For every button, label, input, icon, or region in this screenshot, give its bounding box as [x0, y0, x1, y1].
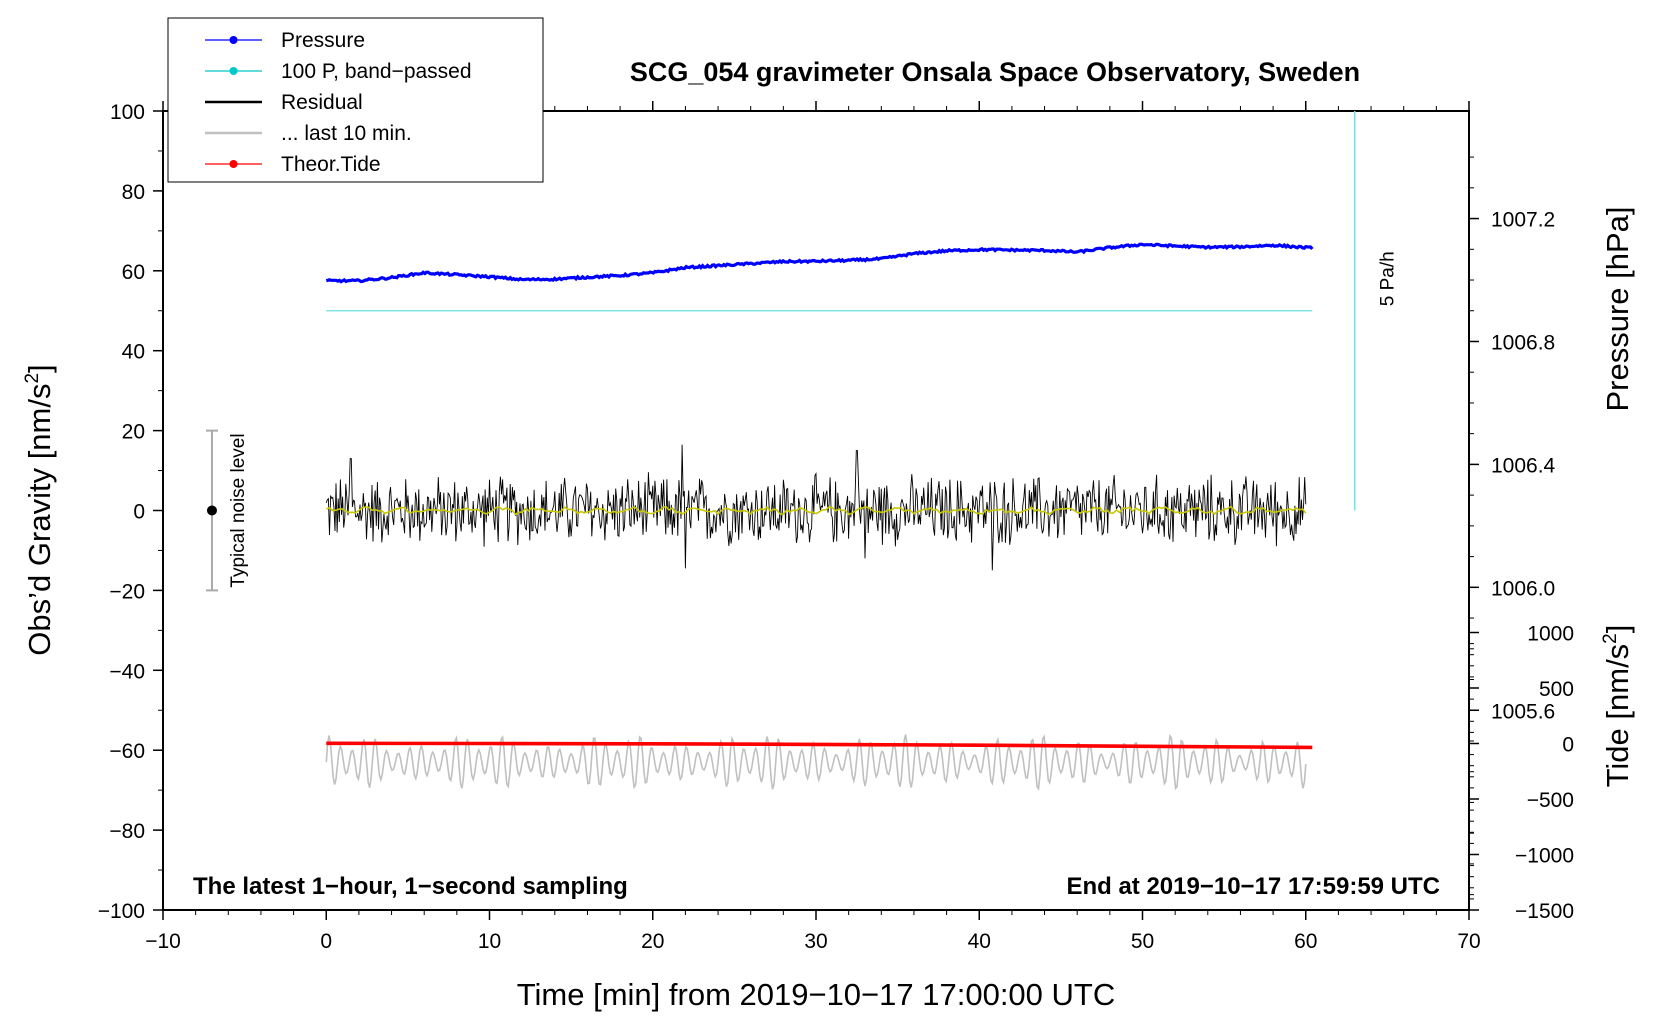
- pressure-axis-title: Pressure [hPa]: [1600, 206, 1635, 411]
- tide-tick-label: −1000: [1515, 845, 1574, 868]
- noise-bar-dot: [206, 505, 217, 516]
- series-layer: [325, 242, 1314, 791]
- pressure-tick-label: 1006.4: [1491, 454, 1556, 477]
- x-axis: −10 0 10 20 30 40 50 60 70: [145, 101, 1481, 953]
- legend-label: Pressure: [281, 29, 365, 52]
- y-left-axis-title: Obs’d Gravity [nm/s2]: [22, 364, 57, 655]
- y-tick-label: −60: [109, 740, 145, 763]
- y-tick-label: −40: [109, 660, 145, 683]
- y-tick-label: 60: [122, 261, 145, 284]
- y-tick-label: −80: [109, 820, 145, 843]
- legend-swatch-dot: [229, 36, 238, 44]
- legend-swatch-dot: [229, 160, 238, 168]
- y-left-title-sup: 2: [22, 373, 43, 384]
- x-tick-label: 60: [1294, 930, 1317, 953]
- x-tick-label: 20: [641, 930, 664, 953]
- series-pressure-line: [325, 242, 1314, 284]
- tide-axis-title: Tide [nm/s2]: [1600, 625, 1635, 788]
- x-tick-label: −10: [145, 930, 181, 953]
- pressure-tick-label: 1006.8: [1491, 331, 1555, 354]
- legend-swatch-dot: [229, 67, 238, 75]
- tide-title-end: ]: [1600, 625, 1635, 634]
- tide-title-main: Tide [nm/s: [1600, 644, 1635, 788]
- noise-level-bar: [205, 429, 218, 592]
- series-last10min-line: [325, 733, 1307, 791]
- pressure-tick-label: 1005.6: [1491, 700, 1555, 723]
- y-tick-label: 100: [110, 101, 145, 124]
- tide-title-sup: 2: [1600, 633, 1621, 644]
- legend-label: 100 P, band−passed: [281, 60, 472, 83]
- tide-tick-label: 0: [1562, 734, 1574, 757]
- y-tick-label: 20: [122, 421, 145, 444]
- x-tick-label: 70: [1457, 930, 1480, 953]
- legend-label: ... last 10 min.: [281, 122, 412, 145]
- y-tick-label: 0: [133, 501, 145, 524]
- legend-box: [167, 17, 544, 183]
- series-residual-smoothed-line: [326, 505, 1307, 516]
- tide-tick-label: 500: [1539, 678, 1574, 701]
- y-left-title-end: ]: [22, 364, 57, 373]
- legend-label: Theor.Tide: [281, 153, 381, 176]
- x-axis-title: Time [min] from 2019−10−17 17:00:00 UTC: [517, 977, 1116, 1012]
- pressure-tick-label: 1007.2: [1491, 209, 1555, 232]
- x-tick-label: 10: [478, 930, 501, 953]
- pressure-rate-label: 5 Pa/h: [1378, 251, 1399, 306]
- series-tide-line: [326, 741, 1313, 750]
- chart-title: SCG_054 gravimeter Onsala Space Observat…: [630, 57, 1360, 87]
- tide-tick-label: 1000: [1527, 623, 1574, 646]
- legend-label: Residual: [281, 91, 363, 114]
- tide-tick-label: −500: [1527, 789, 1574, 812]
- y-tick-label: −100: [98, 900, 145, 923]
- y-left-axis: 100 80 60 40 20 0 −20 −40 −60 −80 −100: [98, 101, 163, 923]
- noise-level-label: Typical noise level: [228, 433, 249, 587]
- x-tick-label: 0: [320, 930, 332, 953]
- tide-tick-label: −1500: [1515, 900, 1574, 923]
- y-tick-label: −20: [109, 580, 145, 603]
- series-residual-line: [325, 444, 1307, 571]
- tide-axis: 1000 500 0 −500 −1000 −1500: [1469, 623, 1574, 923]
- legend: Pressure 100 P, band−passed Residual ... la…: [167, 17, 544, 183]
- x-tick-label: 50: [1131, 930, 1154, 953]
- annotation-end-time: End at 2019−10−17 17:59:59 UTC: [1066, 873, 1440, 900]
- y-tick-label: 80: [122, 181, 145, 204]
- annotation-latest-hour: The latest 1−hour, 1−second sampling: [193, 873, 628, 900]
- pressure-axis: 1007.2 1006.8 1006.4 1006.0 1005.6: [1469, 156, 1556, 896]
- x-tick-label: 30: [804, 930, 827, 953]
- pressure-tick-label: 1006.0: [1491, 577, 1555, 600]
- x-tick-label: 40: [968, 930, 991, 953]
- y-tick-label: 40: [122, 341, 145, 364]
- y-left-title-main: Obs’d Gravity [nm/s: [22, 384, 57, 656]
